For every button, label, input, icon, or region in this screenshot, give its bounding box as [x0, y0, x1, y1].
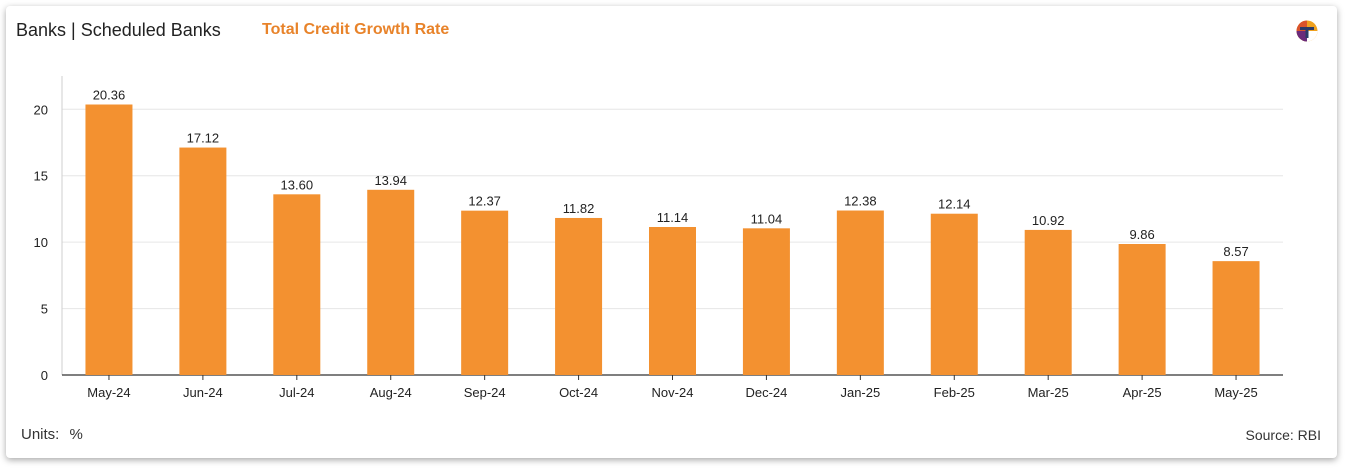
data-label-7: 11.04 [751, 211, 783, 226]
x-tick-label-4: Sep-24 [464, 385, 506, 400]
bar-0 [85, 104, 133, 375]
x-tick-label-9: Feb-25 [934, 385, 975, 400]
data-label-0: 20.36 [93, 88, 126, 103]
data-label-3: 13.94 [374, 173, 407, 188]
source-note: Source: RBI [1245, 427, 1321, 443]
x-tick-label-6: Nov-24 [652, 385, 694, 400]
data-label-6: 11.14 [657, 210, 689, 225]
units-value: % [69, 426, 83, 443]
brand-logo-icon[interactable] [1296, 20, 1318, 42]
x-tick-label-11: Apr-25 [1123, 385, 1162, 400]
bar-10 [1024, 229, 1072, 375]
x-tick-label-5: Oct-24 [559, 385, 598, 400]
x-tick-label-3: Aug-24 [370, 385, 412, 400]
x-tick-label-1: Jun-24 [183, 385, 223, 400]
chart-card: Banks | Scheduled Banks Total Credit Gro… [6, 6, 1337, 458]
bar-1 [179, 147, 227, 375]
bar-4 [461, 210, 509, 375]
chart-subtitle: Total Credit Growth Rate [262, 21, 450, 38]
data-label-1: 17.12 [187, 131, 220, 146]
x-tick-label-2: Jul-24 [279, 385, 314, 400]
bar-7 [742, 228, 790, 375]
x-tick-label-0: May-24 [87, 385, 130, 400]
data-label-10: 10.92 [1032, 213, 1065, 228]
bar-6 [649, 226, 696, 375]
bar-12 [1212, 261, 1260, 375]
y-tick-label-1: 5 [41, 302, 48, 317]
data-label-8: 12.38 [844, 194, 877, 209]
data-label-5: 11.82 [563, 201, 595, 216]
x-tick-label-7: Dec-24 [745, 385, 787, 400]
bar-8 [836, 210, 884, 375]
bar-chart: 0 5 10 15 20 20.36 May-24 17.12 Jun-24 13.60 Jul-2… [34, 76, 1283, 400]
data-label-4: 12.37 [468, 194, 501, 209]
page-title: Banks | Scheduled Banks [16, 20, 221, 40]
units-label: Units: [21, 426, 60, 443]
bar-9 [930, 213, 978, 375]
units-note: Units: % [21, 426, 83, 443]
bar-2 [273, 194, 321, 375]
x-tick-label-8: Jan-25 [840, 385, 880, 400]
y-tick-label-3: 15 [34, 169, 48, 184]
x-tick-label-12: May-25 [1214, 385, 1257, 400]
data-label-12: 8.57 [1223, 244, 1248, 259]
data-label-11: 9.86 [1129, 227, 1154, 242]
data-label-9: 12.14 [938, 197, 971, 212]
data-label-2: 13.60 [281, 177, 314, 192]
bar-3 [367, 189, 415, 375]
y-tick-label-2: 10 [34, 235, 48, 250]
bar-11 [1118, 244, 1166, 375]
y-tick-label-4: 20 [34, 102, 48, 117]
bar-5 [555, 217, 603, 375]
x-tick-label-10: Mar-25 [1028, 385, 1069, 400]
y-tick-label-0: 0 [41, 368, 48, 383]
